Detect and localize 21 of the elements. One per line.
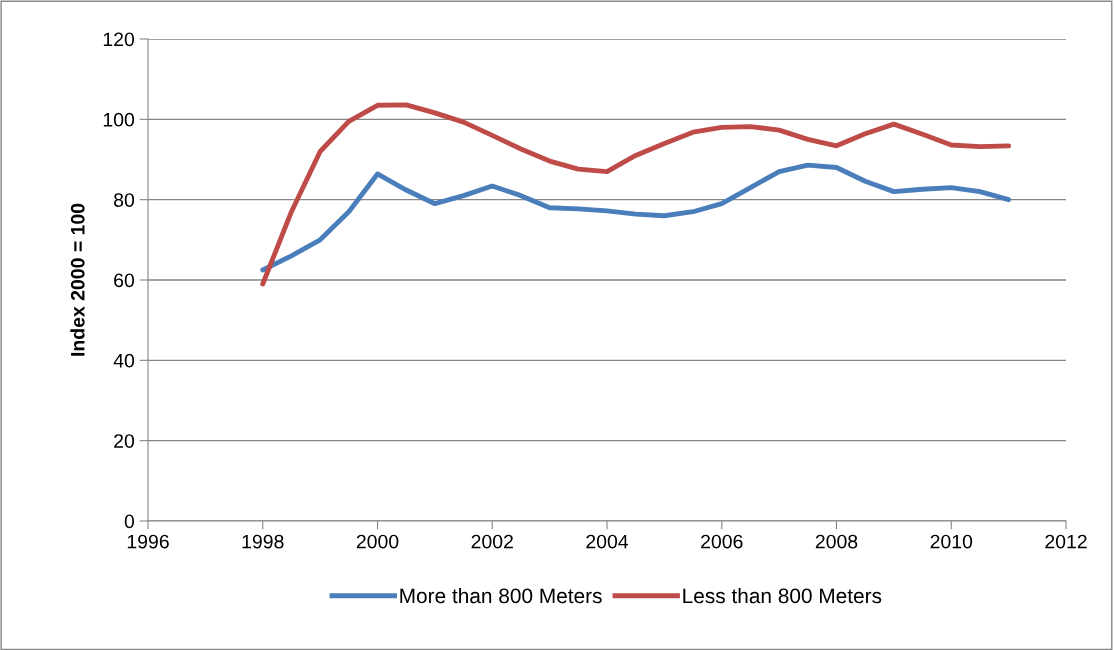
y-tick-label: 20 (114, 434, 135, 448)
x-tick-label: 2006 (701, 534, 743, 549)
x-tick-label: 2002 (471, 534, 513, 549)
line-series (260, 162, 1012, 273)
x-tick-label: 2012 (1045, 534, 1087, 549)
legend-label: More than 800 Meters (400, 587, 602, 604)
y-axis-title: Index 2000 = 100 (70, 203, 85, 356)
line-series (260, 102, 1012, 287)
y-tick-label: 100 (103, 112, 135, 127)
x-tick-label: 2008 (815, 534, 858, 549)
x-tick-label: 2004 (586, 534, 629, 549)
y-tick-label: 40 (113, 353, 135, 368)
legend-label: Less than 800 Meters (683, 587, 882, 604)
x-tick-label: 2000 (356, 534, 399, 549)
x-tick-label: 2010 (930, 534, 973, 549)
y-tick-label: 80 (114, 193, 135, 207)
x-tick-label: 1996 (127, 534, 169, 549)
x-tick-label: 1998 (242, 534, 284, 549)
y-tick-label: 60 (114, 273, 135, 288)
y-tick-label: 0 (124, 514, 135, 529)
y-tick-label: 120 (103, 32, 135, 47)
